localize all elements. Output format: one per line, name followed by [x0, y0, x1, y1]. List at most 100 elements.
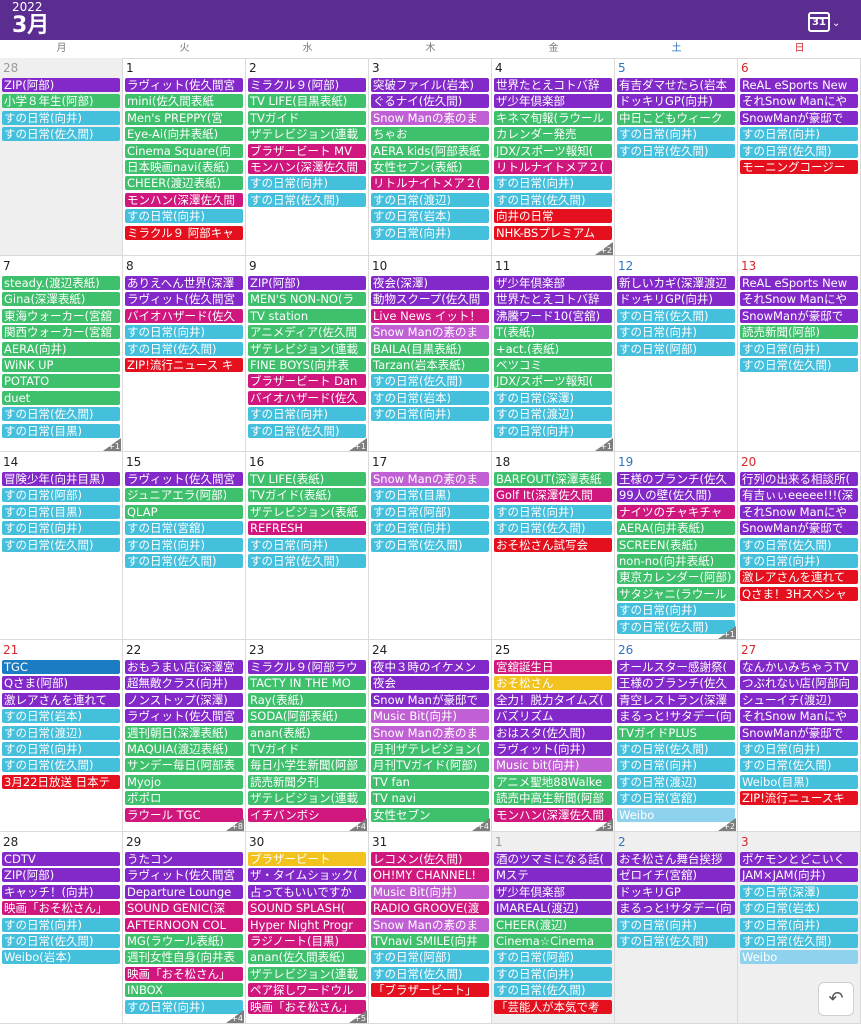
event-chip[interactable]: すの日常(向井): [2, 917, 120, 932]
event-chip[interactable]: Music Bit(向井): [371, 709, 489, 724]
event-chip[interactable]: シューイチ(渡辺): [740, 692, 858, 707]
undo-button[interactable]: ↶: [818, 982, 854, 1016]
day-cell[interactable]: 1 ラヴィット(佐久間宮 mini(佐久間表紙 Men's PREPPY(宮 Eye-A…: [123, 58, 246, 256]
event-chip[interactable]: Cinema☆Cinema: [494, 934, 612, 948]
more-events-indicator[interactable]: +2: [716, 818, 736, 831]
event-chip[interactable]: キネマ旬報(ラウール: [494, 110, 612, 125]
event-chip[interactable]: ミラクル９(阿部ラウ: [248, 660, 366, 674]
event-chip[interactable]: すの日常(渡辺): [2, 725, 120, 740]
event-chip[interactable]: ブラザービート Dan: [248, 374, 366, 389]
event-chip[interactable]: REFRESH: [248, 521, 366, 536]
event-chip[interactable]: ザテレビジョン(連載: [248, 966, 366, 981]
event-chip[interactable]: すの日常(向井): [494, 176, 612, 191]
event-chip[interactable]: 読売中高生新聞(阿部: [494, 791, 612, 806]
event-chip[interactable]: AFTERNOON COL: [125, 917, 243, 932]
event-chip[interactable]: 夜中３時のイケメン: [371, 660, 489, 674]
event-chip[interactable]: すの日常(佐久間): [2, 127, 120, 142]
event-chip[interactable]: duet: [2, 390, 120, 405]
event-chip[interactable]: カレンダー発売: [494, 127, 612, 142]
event-chip[interactable]: それSnow Manにや: [740, 94, 858, 109]
event-chip[interactable]: おはスタ(佐久間): [494, 725, 612, 740]
event-chip[interactable]: ザテレビジョン(連載: [248, 791, 366, 806]
event-chip[interactable]: SCREEN(表紙): [617, 537, 735, 552]
event-chip[interactable]: 週刊女性自身(向井表: [125, 950, 243, 965]
event-chip[interactable]: うたコン: [125, 852, 243, 866]
more-events-indicator[interactable]: +4: [224, 1010, 244, 1023]
event-chip[interactable]: 沸騰ワード10(宮舘): [494, 308, 612, 323]
event-chip[interactable]: すの日常(佐久間): [494, 192, 612, 207]
day-cell[interactable]: 23 ミラクル９(阿部ラウ TACTY IN THE MO Ray(表紙) SODA(阿…: [246, 640, 369, 832]
event-chip[interactable]: おそ松さん: [494, 676, 612, 691]
event-chip[interactable]: TACTY IN THE MO: [248, 676, 366, 691]
event-chip[interactable]: すの日常(渡辺): [617, 774, 735, 789]
event-chip[interactable]: Men's PREPPY(宮: [125, 110, 243, 125]
event-chip[interactable]: ミラクル９ 阿部キャ: [125, 225, 243, 240]
today-button[interactable]: 31 ⌄: [808, 8, 840, 34]
day-cell[interactable]: 1 酒のツマミになる話(Mステ ザ少年倶楽部 IMAREAL(渡辺) CHEER(渡辺)…: [492, 832, 615, 1024]
event-chip[interactable]: ペア探しワードウル: [248, 983, 366, 998]
event-chip[interactable]: イチバンボシ: [248, 807, 366, 822]
event-chip[interactable]: TV LIFE(表紙): [248, 472, 366, 486]
more-events-indicator[interactable]: +5: [593, 818, 613, 831]
event-chip[interactable]: おもうまい店(深澤宮: [125, 660, 243, 674]
event-chip[interactable]: CHEER(渡辺): [494, 917, 612, 932]
event-chip[interactable]: すの日常(向井): [494, 966, 612, 981]
event-chip[interactable]: すの日常(佐久間): [617, 742, 735, 756]
event-chip[interactable]: WiNK UP: [2, 358, 120, 372]
day-cell[interactable]: 5 有吉ダマせたら(岩本 ドッキリGP(向井) 中日こどもウィーク すの日常(向井) すの…: [615, 58, 738, 256]
day-cell[interactable]: 3 突破ファイル(岩本) ぐるナイ(佐久間) Snow Manの素のま ちゃお AERA …: [369, 58, 492, 256]
event-chip[interactable]: ドッキリGP: [617, 884, 735, 899]
event-chip[interactable]: すの日常(渡辺): [494, 407, 612, 422]
event-chip[interactable]: すの日常(向井): [2, 742, 120, 756]
event-chip[interactable]: T(表紙): [494, 325, 612, 340]
event-chip[interactable]: anan(佐久間表紙): [248, 950, 366, 965]
event-chip[interactable]: ZIP!流行ニュースキ: [740, 791, 858, 806]
event-chip[interactable]: 関西ウォーカー(宮舘: [2, 325, 120, 340]
event-chip[interactable]: バズリズム: [494, 709, 612, 724]
event-chip[interactable]: SODA(阿部表紙): [248, 709, 366, 724]
event-chip[interactable]: ザ少年倶楽部: [494, 94, 612, 109]
event-chip[interactable]: 占ってもいいですか: [248, 884, 366, 899]
event-chip[interactable]: すの日常(佐久間): [494, 521, 612, 536]
day-cell[interactable]: 27 なんかいみちゃうTV つぶれない店(阿部向 シューイチ(渡辺) それSnow Ma…: [738, 640, 861, 832]
event-chip[interactable]: TV navi: [371, 791, 489, 806]
event-chip[interactable]: 読売新聞(阿部): [740, 325, 858, 340]
event-chip[interactable]: おそ松さん舞台挨拶: [617, 852, 735, 866]
event-chip[interactable]: キャッチ！(向井): [2, 884, 120, 899]
day-cell[interactable]: 12 新しいカギ(深澤渡辺 ドッキリGP(向井) すの日常(佐久間) すの日常(向井) す…: [615, 256, 738, 452]
event-chip[interactable]: つぶれない店(阿部向: [740, 676, 858, 691]
event-chip[interactable]: 世界たとえコトバ辞: [494, 78, 612, 92]
event-chip[interactable]: TVガイドPLUS: [617, 725, 735, 740]
event-chip[interactable]: 宮舘誕生日: [494, 660, 612, 674]
event-chip[interactable]: 映画「おそ松さん」: [125, 966, 243, 981]
event-chip[interactable]: QLAP: [125, 504, 243, 519]
event-chip[interactable]: INBOX: [125, 983, 243, 998]
event-chip[interactable]: ZIP(阿部): [248, 276, 366, 290]
event-chip[interactable]: すの日常(岩本): [371, 209, 489, 224]
event-chip[interactable]: 女性セブン(表紙): [371, 160, 489, 174]
event-chip[interactable]: +act.(表紙): [494, 341, 612, 356]
event-chip[interactable]: 東海ウォーカー(宮舘: [2, 308, 120, 323]
event-chip[interactable]: SOUND GENIC(深: [125, 901, 243, 916]
event-chip[interactable]: TVガイド: [248, 742, 366, 756]
event-chip[interactable]: ありえへん世界(深澤: [125, 276, 243, 290]
event-chip[interactable]: すの日常(岩本): [371, 390, 489, 405]
event-chip[interactable]: アニメ聖地88Walke: [494, 774, 612, 789]
event-chip[interactable]: すの日常(佐久間): [617, 934, 735, 948]
event-chip[interactable]: 月刊TVガイド(阿部): [371, 758, 489, 773]
event-chip[interactable]: Weibo(目黒): [740, 774, 858, 789]
event-chip[interactable]: おそ松さん試写会: [494, 537, 612, 552]
event-chip[interactable]: すの日常(向井): [617, 758, 735, 773]
event-chip[interactable]: すの日常(向井): [125, 325, 243, 340]
event-chip[interactable]: 「ブラザービート」: [371, 983, 489, 998]
event-chip[interactable]: Music Bit(向井): [371, 884, 489, 899]
event-chip[interactable]: AERA(向井): [2, 341, 120, 356]
event-chip[interactable]: Eye-Ai(向井表紙): [125, 127, 243, 142]
day-cell[interactable]: 9 ZIP(阿部) MEN'S NON-NO(ラ TV station アニメディア(佐…: [246, 256, 369, 452]
event-chip[interactable]: ReAL eSports New: [740, 276, 858, 290]
event-chip[interactable]: ぐるナイ(佐久間): [371, 94, 489, 109]
event-chip[interactable]: Myojo: [125, 774, 243, 789]
day-cell[interactable]: 19 王様のブランチ(佐久 99人の壁(佐久間) ナイツのチャキチャ AERA(向井表紙…: [615, 452, 738, 640]
event-chip[interactable]: すの日常(向井): [125, 537, 243, 552]
event-chip[interactable]: Tarzan(岩本表紙): [371, 358, 489, 372]
